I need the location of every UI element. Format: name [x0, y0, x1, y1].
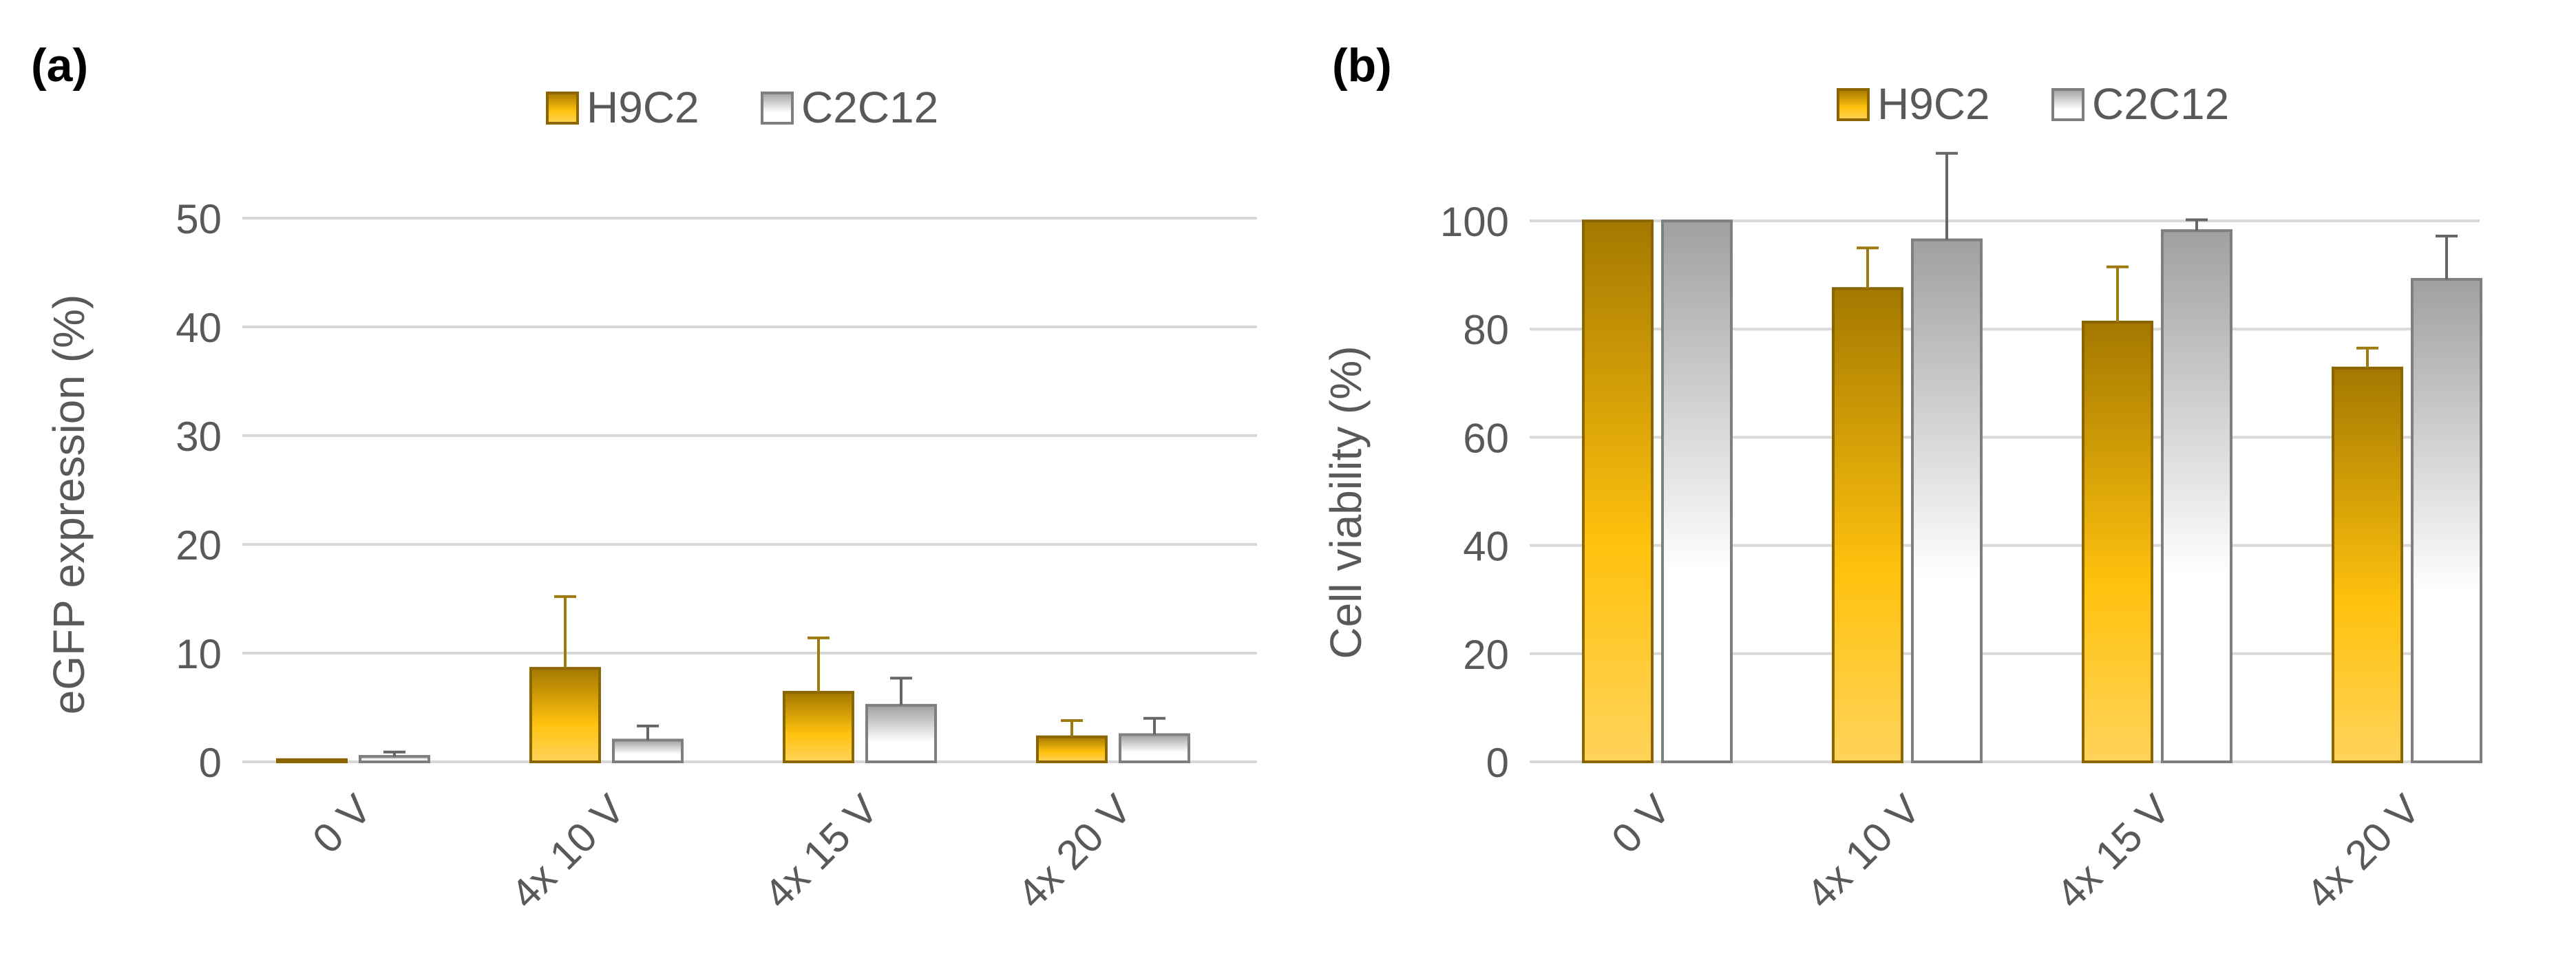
legend-swatch-h9c2-b	[1837, 88, 1870, 121]
y-tick-label-20: 20	[176, 522, 222, 568]
bars-a	[276, 667, 1190, 764]
y-tick-label-60: 60	[1463, 415, 1509, 461]
errors-b	[1857, 151, 2458, 368]
bar-h9c2-0	[1582, 220, 1654, 763]
y-tick-label-0: 0	[1486, 740, 1509, 786]
y-axis-label-b: Cell viability (%)	[1321, 345, 1371, 659]
x-tick-label-3: 4x 20 V	[1009, 786, 1140, 917]
xticks-b: 0 V 4x 10 V 4x 15 V 4x 20 V	[1603, 786, 2429, 917]
bar-h9c2-3	[2332, 366, 2403, 763]
bar-c2c12-0	[1661, 220, 1733, 763]
y-tick-label-10: 10	[176, 631, 222, 677]
x-tick-label-2: 4x 15 V	[2047, 786, 2179, 917]
y-tick-label-30: 30	[176, 414, 222, 460]
y-tick-label-100: 100	[1440, 199, 1509, 245]
bar-c2c12-2	[865, 703, 937, 763]
bar-c2c12-2	[2161, 229, 2232, 763]
legend-label-h9c2-b: H9C2	[1877, 79, 1990, 129]
bar-h9c2-3	[1036, 735, 1108, 764]
panel-a: (a) H9C2 C2C12 eGFP expression (%) 0 10 20…	[31, 39, 1257, 917]
legend-a: H9C2 C2C12	[546, 83, 938, 132]
bar-h9c2-1	[1832, 287, 1903, 763]
legend-label-h9c2-a: H9C2	[587, 83, 699, 132]
x-tick-label-1: 4x 10 V	[1797, 786, 1929, 917]
xticks-a: 0 V 4x 10 V 4x 15 V 4x 20 V	[304, 786, 1140, 917]
y-tick-label-50: 50	[176, 196, 222, 242]
y-axis-label-a: eGFP expression (%)	[44, 295, 94, 715]
legend-swatch-c2c12-a	[761, 92, 794, 125]
bar-h9c2-1	[529, 667, 601, 763]
x-tick-label-0: 0 V	[1603, 786, 1679, 862]
errors-a	[383, 595, 1165, 757]
y-tick-label-40: 40	[176, 305, 222, 351]
bar-c2c12-3	[1119, 733, 1190, 763]
y-tick-label-40: 40	[1463, 524, 1509, 570]
x-tick-label-3: 4x 20 V	[2297, 786, 2429, 917]
x-tick-label-2: 4x 15 V	[755, 786, 887, 917]
yticks-b: 0 20 40 60 80 100	[1440, 199, 1509, 786]
yticks-a: 0 10 20 30 40 50	[176, 196, 222, 786]
legend-label-c2c12-b: C2C12	[2092, 79, 2229, 129]
bar-h9c2-2	[783, 690, 854, 764]
y-tick-label-20: 20	[1463, 632, 1509, 678]
panel-label-b: (b)	[1332, 39, 1392, 92]
legend-b: H9C2 C2C12	[1837, 79, 2229, 129]
grid-a	[242, 217, 1257, 763]
y-tick-label-0: 0	[199, 740, 222, 786]
panel-b: (b) H9C2 C2C12 Cell viability (%) 0 20 40 6…	[1321, 39, 2482, 917]
bar-h9c2-0	[276, 758, 348, 763]
legend-label-c2c12-a: C2C12	[801, 83, 938, 132]
legend-swatch-c2c12-b	[2051, 88, 2084, 121]
bar-c2c12-1	[1911, 238, 1983, 763]
x-tick-label-1: 4x 10 V	[502, 786, 633, 917]
bar-h9c2-2	[2082, 320, 2153, 763]
bars-b	[1582, 220, 2482, 763]
bar-c2c12-0	[359, 755, 430, 763]
panel-label-a: (a)	[31, 39, 88, 92]
bar-c2c12-3	[2411, 277, 2482, 763]
bar-c2c12-1	[612, 738, 684, 764]
x-tick-label-0: 0 V	[304, 786, 380, 862]
legend-swatch-h9c2-a	[546, 92, 579, 125]
y-tick-label-80: 80	[1463, 307, 1509, 353]
